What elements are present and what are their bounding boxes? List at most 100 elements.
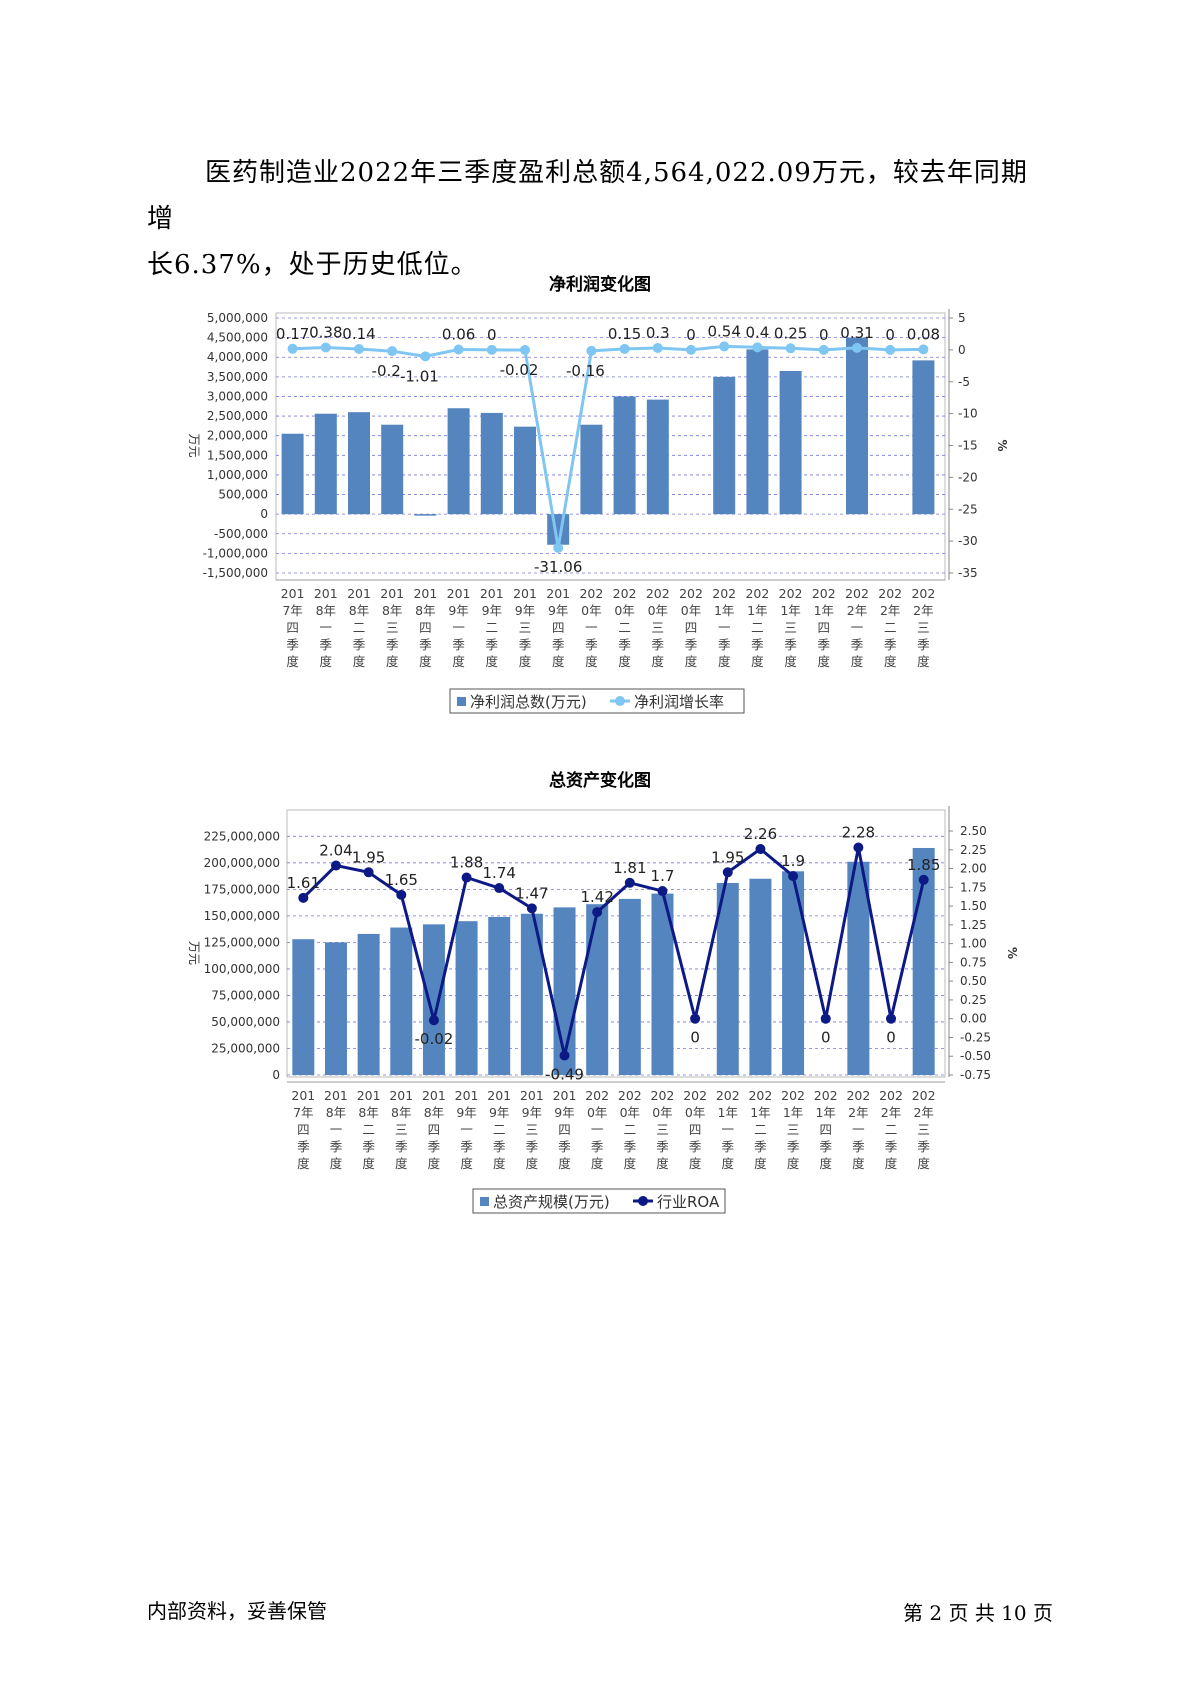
left-tick-label: 25,000,000 bbox=[211, 1041, 280, 1055]
x-tick-label: 201 8年四季度 bbox=[413, 586, 437, 669]
np-bar bbox=[514, 426, 536, 515]
x-tick-label: 202 2年一季度 bbox=[845, 586, 869, 669]
x-tick-label: 201 9年三季度 bbox=[520, 1088, 544, 1171]
ta-data-label: -0.49 bbox=[545, 1065, 584, 1083]
right-axis-label: % bbox=[1005, 947, 1019, 959]
ta-data-label: -0.02 bbox=[415, 1030, 454, 1048]
np-data-label: -1.01 bbox=[400, 367, 439, 385]
x-tick-label: 202 1年四季度 bbox=[812, 586, 836, 669]
ta-data-label: 1.95 bbox=[352, 848, 385, 866]
ta-line bbox=[302, 847, 926, 1056]
ta-point bbox=[657, 886, 668, 897]
np-data-label: 0.17 bbox=[276, 325, 309, 343]
ta-point bbox=[298, 892, 309, 903]
np-bar bbox=[846, 337, 868, 515]
right-tick-label: 0.25 bbox=[960, 993, 987, 1007]
np-point bbox=[320, 342, 331, 353]
np-point bbox=[885, 344, 896, 355]
legend-line-label: 行业ROA bbox=[657, 1193, 720, 1211]
x-tick-label: 202 1年一季度 bbox=[712, 586, 736, 669]
left-tick-label: 225,000,000 bbox=[204, 829, 280, 843]
np-data-label: 0.08 bbox=[907, 325, 940, 343]
ta-point bbox=[526, 903, 537, 914]
x-tick-label: 202 0年一季度 bbox=[579, 586, 603, 669]
np-bar bbox=[480, 412, 503, 515]
x-tick-label: 202 0年二季度 bbox=[613, 586, 637, 669]
np-bar bbox=[414, 514, 437, 516]
ta-bar bbox=[357, 933, 380, 1075]
left-tick-label: 200,000,000 bbox=[204, 856, 280, 870]
ta-bar bbox=[782, 871, 805, 1075]
ta-point bbox=[755, 844, 766, 855]
ta-point bbox=[788, 871, 799, 882]
np-point bbox=[818, 344, 829, 355]
x-tick-label: 201 9年四季度 bbox=[546, 586, 570, 669]
x-tick-label: 201 8年四季度 bbox=[422, 1088, 446, 1171]
chart-title: 总资产变化图 bbox=[549, 770, 651, 791]
left-tick-label: 0 bbox=[272, 1068, 280, 1082]
np-point bbox=[387, 346, 398, 357]
right-tick-label: -10 bbox=[958, 407, 978, 421]
ta-bar bbox=[586, 904, 609, 1075]
ta-data-label: 0 bbox=[690, 1029, 700, 1047]
right-tick-label: -30 bbox=[958, 534, 978, 548]
x-tick-label: 201 9年二季度 bbox=[487, 1088, 511, 1171]
ta-point bbox=[428, 1015, 439, 1026]
np-bar bbox=[348, 412, 370, 515]
np-bar bbox=[746, 349, 769, 515]
x-tick-label: 201 8年二季度 bbox=[347, 586, 371, 669]
x-tick-label: 201 7年四季度 bbox=[291, 1088, 315, 1171]
x-tick-label: 202 2年三季度 bbox=[911, 586, 935, 669]
right-tick-label: 1.50 bbox=[960, 899, 987, 913]
right-tick-label: -20 bbox=[958, 470, 978, 484]
np-data-label: 0.25 bbox=[774, 324, 807, 342]
x-tick-label: 201 8年一季度 bbox=[324, 1088, 348, 1171]
np-point bbox=[752, 342, 763, 353]
body-paragraph: 医药制造业2022年三季度盈利总额4,564,022.09万元，较去年同期增 长… bbox=[147, 150, 1047, 288]
np-point bbox=[586, 345, 597, 356]
left-tick-label: 4,000,000 bbox=[207, 350, 268, 364]
right-tick-label: -35 bbox=[958, 566, 978, 580]
legend-box bbox=[449, 688, 745, 714]
ta-bar bbox=[390, 927, 413, 1075]
left-tick-label: -500,000 bbox=[214, 527, 268, 541]
ta-bar bbox=[324, 942, 347, 1075]
ta-data-label: 1.88 bbox=[450, 854, 483, 872]
x-tick-label: 202 0年四季度 bbox=[683, 1088, 707, 1171]
np-data-label: 0.4 bbox=[745, 323, 769, 341]
x-tick-label: 202 1年二季度 bbox=[745, 586, 769, 669]
x-tick-label: 202 0年三季度 bbox=[651, 1088, 675, 1171]
np-point bbox=[420, 351, 431, 362]
np-data-label: 0 bbox=[686, 326, 696, 344]
np-data-label: 0.3 bbox=[646, 324, 670, 342]
paragraph-line-2: 长6.37%，处于历史低位。 bbox=[147, 250, 478, 280]
ta-data-label: 1.81 bbox=[613, 859, 646, 877]
right-tick-label: -25 bbox=[958, 502, 978, 516]
plot-frame bbox=[275, 312, 946, 581]
left-tick-label: 4,500,000 bbox=[207, 331, 268, 345]
ta-point bbox=[559, 1050, 570, 1061]
np-data-label: -0.2 bbox=[372, 362, 401, 380]
np-point bbox=[852, 342, 862, 353]
left-tick-label: -1,000,000 bbox=[203, 546, 268, 560]
right-tick-label: 0.00 bbox=[960, 1012, 987, 1026]
left-tick-label: 100,000,000 bbox=[204, 962, 280, 976]
x-tick-label: 202 0年二季度 bbox=[618, 1088, 642, 1171]
ta-data-label: 0 bbox=[821, 1029, 831, 1047]
ta-bar bbox=[618, 898, 641, 1075]
x-tick-label: 201 7年四季度 bbox=[281, 586, 305, 669]
right-tick-label: 2.00 bbox=[960, 862, 987, 876]
x-tick-label: 201 9年四季度 bbox=[553, 1088, 577, 1171]
np-data-label: -0.02 bbox=[500, 361, 539, 379]
legend-box bbox=[472, 1188, 726, 1214]
ta-data-label: 1.74 bbox=[483, 864, 516, 882]
plot-frame bbox=[286, 809, 946, 1078]
right-tick-label: 5 bbox=[958, 311, 966, 325]
np-bar bbox=[547, 514, 570, 545]
x-tick-label: 201 8年三季度 bbox=[389, 1088, 413, 1171]
ta-point bbox=[396, 889, 407, 900]
left-tick-label: 150,000,000 bbox=[204, 909, 280, 923]
np-bar bbox=[613, 396, 636, 515]
np-data-label: 0 bbox=[885, 326, 895, 344]
np-line bbox=[292, 344, 924, 549]
